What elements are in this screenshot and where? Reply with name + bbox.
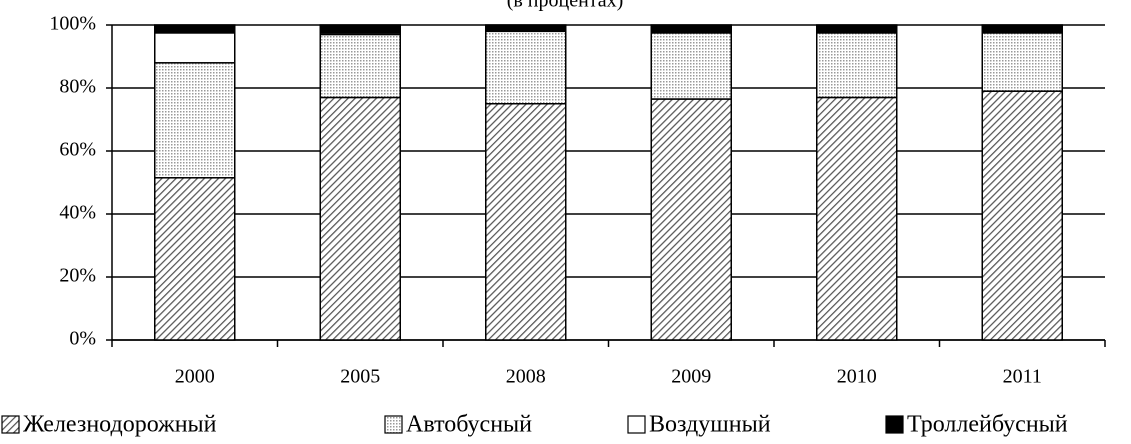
bar-segment bbox=[816, 32, 898, 99]
legend-label: Железнодорожный bbox=[23, 412, 217, 438]
bar-segment bbox=[319, 24, 401, 34]
x-tick-label: 2008 bbox=[506, 366, 546, 388]
x-tick-label: 2005 bbox=[340, 366, 380, 388]
legend-swatch bbox=[1, 415, 20, 434]
legend-swatch bbox=[627, 415, 646, 434]
y-tick-label: 60% bbox=[59, 139, 96, 161]
legend-label: Воздушный bbox=[649, 412, 771, 438]
bar-segment bbox=[650, 98, 732, 341]
legend-swatch bbox=[384, 415, 403, 434]
x-tick-label: 2011 bbox=[1003, 366, 1042, 388]
bar-segment bbox=[981, 24, 1063, 34]
bar-segment bbox=[319, 96, 401, 341]
bar-segment bbox=[816, 24, 898, 34]
y-tick-label: 100% bbox=[49, 13, 96, 35]
bar-segment bbox=[650, 32, 732, 100]
x-tick-label: 2000 bbox=[175, 366, 215, 388]
bar-segment bbox=[981, 90, 1063, 341]
bar-segment bbox=[485, 30, 567, 105]
y-tick-label: 40% bbox=[59, 202, 96, 224]
bar-segment bbox=[485, 103, 567, 341]
legend-label: Автобусный bbox=[406, 412, 532, 438]
bar-segment bbox=[154, 62, 236, 179]
bar-segment bbox=[319, 33, 401, 99]
legend-label: Троллейбусный bbox=[907, 412, 1068, 438]
y-tick-label: 80% bbox=[59, 76, 96, 98]
y-tick-label: 0% bbox=[69, 328, 96, 350]
x-tick-label: 2010 bbox=[837, 366, 877, 388]
bar-segment bbox=[650, 24, 732, 34]
bar-segment bbox=[154, 177, 236, 341]
subtitle: (в процентах) bbox=[507, 0, 624, 12]
bar-segment bbox=[154, 24, 236, 34]
bar-segment bbox=[816, 96, 898, 341]
x-tick-label: 2009 bbox=[671, 366, 711, 388]
bar-segment bbox=[154, 32, 236, 64]
legend-swatch bbox=[885, 415, 904, 434]
bar-segment bbox=[485, 24, 567, 33]
bar-segment bbox=[981, 32, 1063, 92]
y-tick-label: 20% bbox=[59, 265, 96, 287]
